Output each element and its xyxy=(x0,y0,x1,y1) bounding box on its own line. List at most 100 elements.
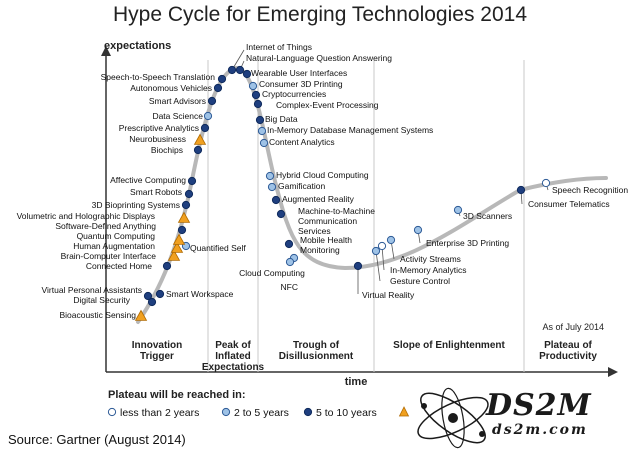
tech-label: Big Data xyxy=(265,114,298,124)
tech-label: Virtual Reality xyxy=(362,290,415,300)
tech-label: 3D Scanners xyxy=(463,211,512,221)
y-axis-arrow xyxy=(101,46,111,56)
tech-label: Activity Streams xyxy=(400,254,461,264)
tech-label: Internet of Things xyxy=(246,42,312,52)
as-of-note: As of July 2014 xyxy=(542,322,604,332)
tech-marker xyxy=(353,261,363,271)
tech-marker xyxy=(177,225,187,235)
tech-marker xyxy=(187,176,197,186)
tech-label: Neurobusiness xyxy=(129,134,186,144)
tech-marker xyxy=(267,182,277,192)
tech-marker xyxy=(248,81,258,91)
tech-marker xyxy=(193,145,203,155)
tech-label: Digital Security xyxy=(73,295,130,305)
tech-label: Wearable User Interfaces xyxy=(251,68,347,78)
tech-marker xyxy=(371,246,381,256)
tech-marker xyxy=(253,99,263,109)
tech-marker-triangle xyxy=(170,241,184,253)
tech-marker xyxy=(284,239,294,249)
phase-label: Plateau of Productivity xyxy=(539,340,597,362)
tech-label: Smart Advisors xyxy=(149,96,206,106)
tech-marker xyxy=(143,291,153,301)
watermark-main: DS2M xyxy=(486,388,592,423)
tech-marker xyxy=(255,115,265,125)
tech-label: Biochips xyxy=(151,145,183,155)
tech-marker xyxy=(257,126,267,136)
tech-marker xyxy=(377,241,387,251)
tech-marker xyxy=(235,65,245,75)
tech-label: Consumer 3D Printing xyxy=(259,79,343,89)
tech-label: Natural-Language Question Answering xyxy=(246,53,392,63)
tech-marker xyxy=(217,74,227,84)
legend-marker-triangle xyxy=(398,406,410,417)
tech-label: Software-Defined Anything xyxy=(55,221,156,231)
tech-label: Virtual Personal Assistants xyxy=(42,285,142,295)
tech-label: Quantified Self xyxy=(190,243,246,253)
tech-label: Mobile Health Monitoring xyxy=(300,235,352,255)
tech-label: Content Analytics xyxy=(269,137,335,147)
tech-marker xyxy=(413,225,423,235)
tech-marker xyxy=(147,297,157,307)
tech-label: Gesture Control xyxy=(390,276,450,286)
tech-label: Cloud Computing xyxy=(239,268,305,278)
phase-label: Peak of Inflated Expectations xyxy=(202,340,265,373)
tech-label: Quantum Computing xyxy=(77,231,156,241)
tech-label: Prescriptive Analytics xyxy=(119,123,199,133)
tech-marker-triangle xyxy=(134,309,148,321)
watermark-sub: ds2m.com xyxy=(492,422,588,438)
chart-title: Hype Cycle for Emerging Technologies 201… xyxy=(112,3,527,26)
tech-marker xyxy=(203,111,213,121)
tech-label: Connected Home xyxy=(86,261,152,271)
tech-marker xyxy=(276,209,286,219)
tech-label: Consumer Telematics xyxy=(528,199,610,209)
tech-label: Volumetric and Holographic Displays xyxy=(17,211,155,221)
tech-marker xyxy=(541,178,551,188)
tech-marker xyxy=(155,289,165,299)
tech-marker xyxy=(271,195,281,205)
tech-label: Augmented Reality xyxy=(282,194,355,204)
tech-marker xyxy=(200,123,210,133)
tech-label: Enterprise 3D Printing xyxy=(426,238,509,248)
tech-marker xyxy=(453,205,463,215)
tech-label: Complex-Event Processing xyxy=(276,100,379,110)
tech-label: Smart Robots xyxy=(130,187,182,197)
tech-label: Hybrid Cloud Computing xyxy=(276,170,369,180)
legend-marker xyxy=(303,407,313,417)
legend-marker xyxy=(221,407,231,417)
tech-label: Bioacoustic Sensing xyxy=(59,310,136,320)
tech-marker xyxy=(265,171,275,181)
legend-label: less than 2 years xyxy=(120,407,199,419)
phase-label: Trough of Disillusionment xyxy=(279,340,354,362)
tech-marker xyxy=(251,90,261,100)
legend-title: Plateau will be reached in: xyxy=(108,389,246,401)
tech-label: In-Memory Database Management Systems xyxy=(267,125,433,135)
tech-marker xyxy=(386,235,396,245)
tech-marker-triangle xyxy=(172,233,186,245)
phase-label: Innovation Trigger xyxy=(132,340,183,362)
legend-label: 2 to 5 years xyxy=(234,407,289,419)
legend-marker xyxy=(107,407,117,417)
leader-line xyxy=(375,250,381,282)
tech-label: Data Science xyxy=(152,111,203,121)
tech-marker xyxy=(516,185,526,195)
tech-label: Human Augmentation xyxy=(73,241,155,251)
tech-marker xyxy=(181,200,191,210)
tech-label: Gamification xyxy=(278,181,326,191)
tech-marker xyxy=(259,138,269,148)
tech-label: Autonomous Vehicles xyxy=(130,83,212,93)
tech-label: Cryptocurrencies xyxy=(262,89,326,99)
x-axis-label: time xyxy=(345,376,368,388)
x-axis-arrow xyxy=(608,367,618,377)
watermark-logo-icon xyxy=(417,387,489,449)
tech-marker xyxy=(242,69,252,79)
tech-label: Brain-Computer Interface xyxy=(61,251,157,261)
source-note: Source: Gartner (August 2014) xyxy=(8,432,186,447)
tech-label: Speech-to-Speech Translation xyxy=(101,72,216,82)
tech-label: In-Memory Analytics xyxy=(390,265,467,275)
tech-marker xyxy=(285,257,295,267)
tech-marker xyxy=(162,261,172,271)
y-axis-label: expectations xyxy=(104,40,171,52)
tech-label: Affective Computing xyxy=(110,175,186,185)
